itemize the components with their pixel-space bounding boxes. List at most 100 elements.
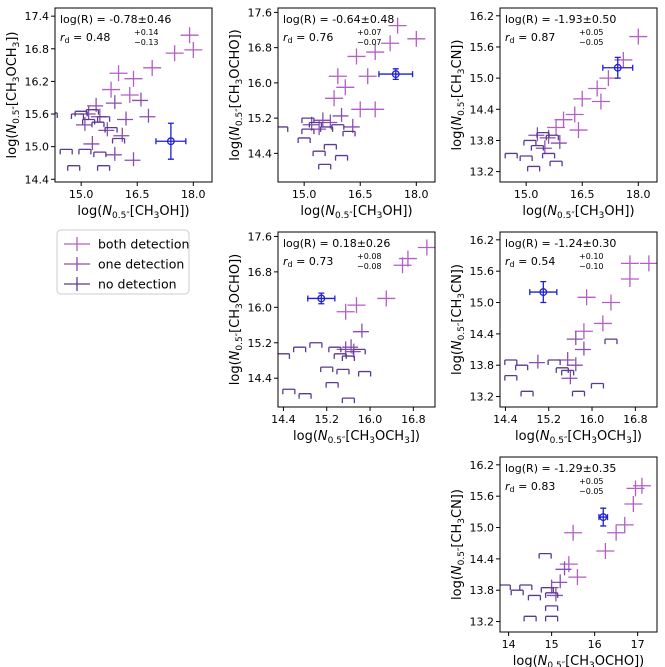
x-axis-label: log(N0.5″[CH3OH]) bbox=[522, 204, 634, 221]
data-point-both bbox=[417, 239, 435, 256]
rd-upper-error: +0.10 bbox=[579, 252, 604, 261]
y-tick-label: 15.6 bbox=[470, 265, 495, 278]
y-tick-label: 16.2 bbox=[470, 10, 495, 23]
y-tick-label: 13.2 bbox=[470, 616, 495, 629]
legend-marker-one bbox=[64, 257, 90, 271]
data-point-none bbox=[527, 594, 542, 601]
stat-annotation: log(R) = -1.29±0.35 bbox=[505, 462, 616, 475]
data-point-one bbox=[539, 129, 556, 144]
data-point-both bbox=[109, 65, 128, 82]
legend-label-both: both detection bbox=[98, 237, 189, 252]
y-tick-label: 16.2 bbox=[470, 234, 495, 247]
data-point-both bbox=[624, 496, 643, 513]
y-tick-label: 16.8 bbox=[25, 43, 50, 56]
data-point-one bbox=[83, 135, 100, 150]
rd-upper-error: +0.14 bbox=[134, 28, 159, 37]
x-axis-label: log(N0.5″[CH3OCHO]) bbox=[513, 654, 644, 667]
rd-upper-error: +0.08 bbox=[357, 252, 382, 261]
rd-lower-error: −0.13 bbox=[134, 38, 159, 47]
rd-upper-error: +0.05 bbox=[579, 28, 604, 37]
data-point-none bbox=[541, 152, 556, 159]
panel-ch3ocho_vs_ch3och3: 14.4 15.2 16.0 16.814.415.216.016.817.6log(… bbox=[228, 230, 436, 446]
y-tick-label: 16.2 bbox=[25, 75, 50, 88]
data-point-one bbox=[352, 323, 369, 338]
data-point-none bbox=[341, 397, 356, 404]
data-point-both bbox=[328, 68, 347, 85]
y-tick-label: 13.2 bbox=[470, 391, 495, 404]
y-tick-label: 17.6 bbox=[248, 6, 273, 19]
data-point-one bbox=[131, 92, 148, 107]
y-tick-label: 15.6 bbox=[470, 490, 495, 503]
data-point-none bbox=[357, 370, 372, 377]
data-point-none bbox=[504, 359, 518, 365]
data-point-none bbox=[323, 143, 337, 150]
data-point-none bbox=[526, 165, 541, 172]
y-tick-label: 13.8 bbox=[470, 584, 495, 597]
data-point-none bbox=[312, 150, 326, 157]
data-point-one bbox=[561, 370, 578, 385]
rd-upper-error: +0.07 bbox=[357, 28, 382, 37]
data-point-none bbox=[510, 589, 524, 596]
data-point-both bbox=[574, 323, 593, 340]
data-point-none bbox=[571, 390, 586, 397]
rd-lower-error: −0.10 bbox=[579, 262, 604, 271]
plot-frame bbox=[499, 231, 658, 408]
x-tick-label: 18.0 bbox=[181, 188, 206, 201]
data-point-one bbox=[546, 587, 563, 602]
data-point-both bbox=[366, 101, 385, 118]
stat-annotation: log(R) = -0.78±0.46 bbox=[60, 13, 171, 26]
legend: both detection one detection no detection bbox=[56, 229, 190, 295]
data-point-none bbox=[520, 390, 534, 397]
rd-lower-error: −0.08 bbox=[357, 262, 382, 271]
y-tick-label: 15.6 bbox=[470, 41, 495, 54]
x-tick-label: 18.0 bbox=[626, 188, 651, 201]
data-point-one bbox=[550, 135, 567, 150]
data-point-none bbox=[519, 155, 533, 162]
data-point-none bbox=[91, 121, 105, 128]
data-point-none bbox=[504, 375, 518, 381]
x-tick-label: 15 bbox=[545, 638, 559, 651]
data-point-both bbox=[620, 271, 639, 288]
data-point-none bbox=[278, 353, 291, 359]
data-point-one bbox=[124, 152, 141, 167]
data-point-none bbox=[85, 109, 100, 115]
x-axis-label: log(N0.5″[CH3OH]) bbox=[77, 204, 189, 221]
rd-annotation: rd = 0.83 bbox=[505, 480, 555, 494]
x-tick-label: 16.8 bbox=[623, 413, 648, 426]
data-point-none bbox=[504, 152, 518, 159]
data-point-both bbox=[358, 68, 377, 85]
x-axis-label: log(N0.5″[CH3OCH3]) bbox=[293, 429, 420, 446]
data-point-none bbox=[318, 163, 332, 170]
data-point-one bbox=[528, 354, 545, 369]
data-point-both bbox=[620, 255, 639, 272]
data-point-one bbox=[321, 114, 338, 129]
data-point-none bbox=[278, 126, 289, 132]
rd-upper-error: +0.05 bbox=[579, 477, 604, 486]
data-point-both bbox=[626, 480, 645, 497]
y-tick-label: 14.4 bbox=[248, 372, 273, 385]
y-axis-label: log(N0.5″[CH3CN]) bbox=[450, 264, 467, 375]
data-point-one bbox=[551, 574, 568, 589]
data-point-none bbox=[320, 366, 334, 373]
data-point-one bbox=[117, 111, 134, 126]
data-point-none bbox=[604, 338, 618, 345]
data-point-none bbox=[544, 615, 559, 622]
data-point-one bbox=[332, 107, 349, 122]
data-point-one bbox=[105, 95, 122, 110]
data-point-one bbox=[558, 351, 575, 366]
data-point-one bbox=[343, 118, 360, 133]
data-point-none bbox=[547, 359, 561, 365]
plot-frame bbox=[54, 7, 213, 183]
data-points bbox=[55, 27, 203, 171]
x-tick-label: 16.8 bbox=[401, 413, 426, 426]
y-tick-label: 15.6 bbox=[25, 108, 50, 121]
rd-annotation: rd = 0.48 bbox=[60, 31, 110, 45]
highlight-point bbox=[307, 292, 336, 305]
x-axis-label: log(N0.5″[CH3OCH3]) bbox=[515, 429, 642, 446]
data-point-both bbox=[614, 51, 633, 68]
data-point-both bbox=[377, 290, 396, 307]
x-tick-label: 17 bbox=[631, 638, 645, 651]
data-point-none bbox=[309, 342, 323, 348]
panel-ch3ocho_vs_ch3oh: 15.0 16.5 18.014.415.216.016.817.6log(N0.5… bbox=[228, 6, 436, 221]
data-point-none bbox=[104, 126, 118, 133]
